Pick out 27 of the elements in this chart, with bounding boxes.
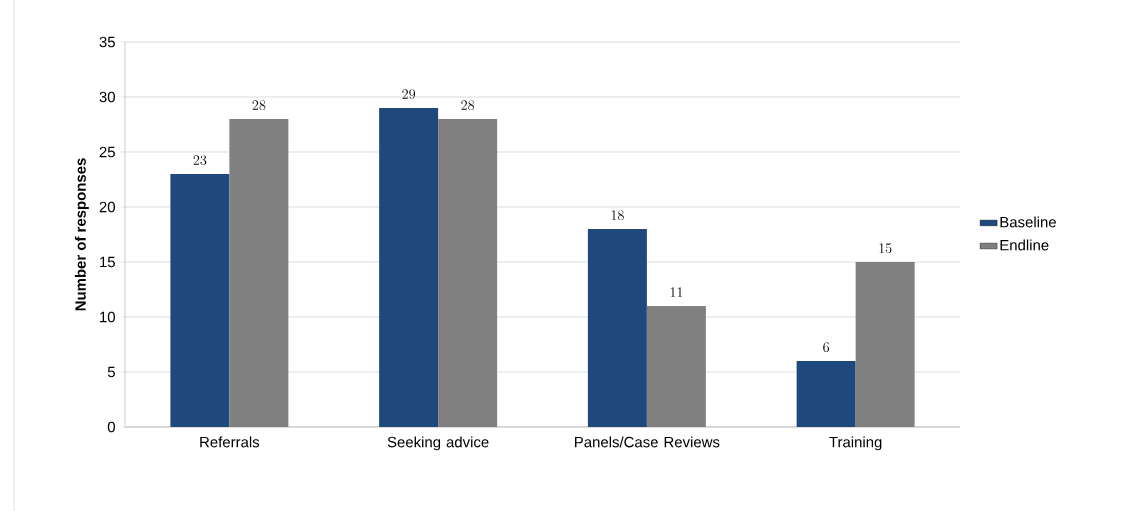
y-tick-label: 25	[99, 146, 115, 158]
y-tick-label: 20	[99, 201, 115, 213]
data-label: 6	[823, 342, 830, 353]
data-label: 28	[461, 100, 475, 111]
data-label: 29	[402, 89, 416, 100]
x-tick-label: Panels/Case Reviews	[575, 436, 720, 448]
y-tick-label: 10	[100, 311, 115, 323]
x-tick-label: Training	[829, 436, 882, 451]
y-tick-label: 5	[107, 366, 115, 378]
legend-label: Endline	[1000, 239, 1049, 251]
y-tick-label: 30	[99, 91, 115, 103]
bar	[796, 360, 856, 427]
data-label: 18	[611, 210, 624, 221]
y-tick-label: 15	[100, 256, 115, 268]
x-tick-label: Seeking advice	[387, 436, 489, 451]
legend-label: Baseline	[1000, 216, 1056, 228]
bar	[587, 228, 647, 427]
y-tick-label: 35	[99, 36, 115, 48]
bar	[170, 173, 230, 427]
bar	[379, 107, 439, 427]
data-label: 15	[879, 243, 892, 254]
y-tick-label: 0	[107, 421, 115, 433]
y-axis-title: Number of responses	[74, 158, 89, 311]
data-label: 23	[193, 155, 207, 166]
data-label: 11	[670, 287, 683, 297]
x-tick-label: Referrals	[200, 436, 260, 448]
data-label: 28	[252, 100, 266, 111]
